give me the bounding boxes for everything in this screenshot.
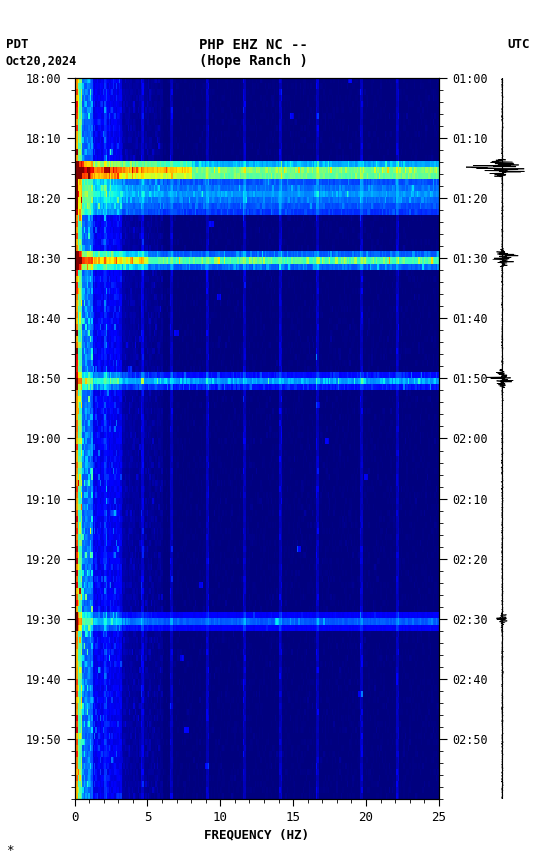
Text: PHP EHZ NC --: PHP EHZ NC -- — [199, 38, 309, 52]
Text: Oct20,2024: Oct20,2024 — [6, 54, 77, 68]
Text: PDT: PDT — [6, 38, 28, 52]
Text: (Hope Ranch ): (Hope Ranch ) — [199, 54, 309, 68]
X-axis label: FREQUENCY (HZ): FREQUENCY (HZ) — [204, 829, 309, 842]
Text: UTC: UTC — [508, 38, 530, 52]
Text: *: * — [6, 844, 13, 857]
